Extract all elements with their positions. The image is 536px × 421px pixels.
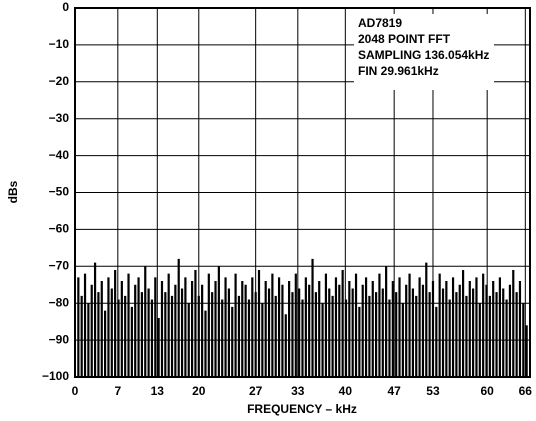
plot-frame [74,7,531,378]
x-tick-label: 7 [114,384,121,398]
x-tick-label: 13 [151,384,165,398]
y-tick-label: −60 [49,222,70,236]
annotation-box [354,14,494,90]
y-tick-label: −50 [49,185,70,199]
y-tick-label: −70 [49,258,70,272]
x-axis-label: FREQUENCY – kHz [247,402,357,416]
x-tick-label: 20 [192,384,206,398]
x-tick-label: 33 [291,384,305,398]
x-tick-label: 47 [387,384,401,398]
y-tick-label: −20 [49,74,70,88]
x-tick-label: 0 [72,384,79,398]
x-tick-label: 40 [339,384,353,398]
x-tick-label: 60 [480,384,494,398]
y-tick-label: −10 [49,37,70,51]
x-tick-label: 53 [426,384,440,398]
y-tick-label: 0 [62,0,69,14]
annotation: SAMPLING 136.054kHz [358,48,489,62]
y-tick-label: −80 [49,295,70,309]
annotation: AD7819 [358,16,402,30]
x-tick-label: 66 [519,384,533,398]
y-tick-label: −40 [49,148,70,162]
y-tick-label: −100 [42,369,69,383]
y-axis-label: dBs [6,180,20,203]
annotation: FIN 29.961kHz [358,64,439,78]
x-tick-label: 27 [249,384,263,398]
annotation: 2048 POINT FFT [358,32,451,46]
y-tick-label: −30 [49,111,70,125]
y-tick-label: −90 [49,332,70,346]
